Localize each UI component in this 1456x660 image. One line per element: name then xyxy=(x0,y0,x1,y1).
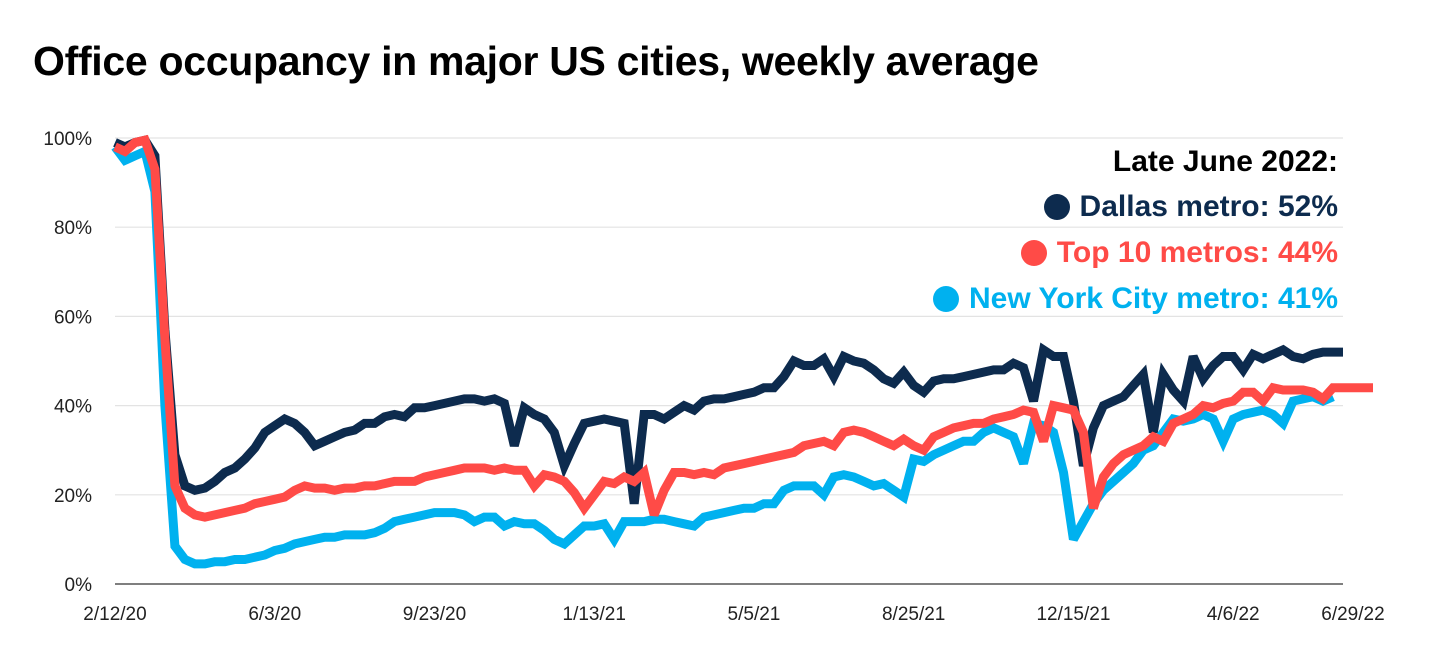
legend-item-top10: Top 10 metros: 44% xyxy=(933,230,1338,276)
y-tick-label: 40% xyxy=(54,397,92,418)
y-tick-label: 0% xyxy=(65,575,93,596)
x-tick-label: 2/12/20 xyxy=(83,604,146,625)
x-tick-label: 12/15/21 xyxy=(1036,604,1110,625)
x-axis-ticks: 2/12/20 6/3/20 9/23/20 1/13/21 5/5/21 8/25/21… xyxy=(83,604,1384,625)
dallas-line xyxy=(113,135,1343,505)
nyc-line xyxy=(111,144,1335,569)
legend-heading: Late June 2022: xyxy=(1112,145,1338,178)
legend-label-top10: Top 10 metros: 44% xyxy=(1056,236,1338,269)
legend-label-dallas: Dallas metro: 52% xyxy=(1079,190,1338,223)
legend-item-nyc: New York City metro: 41% xyxy=(932,276,1338,322)
dallas-dot-icon xyxy=(1043,194,1070,220)
x-tick-label: 8/25/21 xyxy=(882,604,945,625)
legend: Late June 2022: Dallas metro: 52% Top 10… xyxy=(932,140,1338,322)
gridlines xyxy=(115,137,1343,496)
x-tick-label: 9/23/20 xyxy=(403,604,466,625)
legend-label-nyc: New York City metro: 41% xyxy=(968,282,1338,315)
x-tick-label: 1/13/21 xyxy=(563,604,626,625)
series-lines xyxy=(111,134,1373,569)
x-tick-label: 5/5/21 xyxy=(728,604,781,625)
y-axis-ticks: 0% 20% 40% 60% 80% 100% xyxy=(43,129,92,596)
chart-title: Office occupancy in major US cities, wee… xyxy=(33,38,1039,84)
nyc-dot-icon xyxy=(932,286,959,312)
x-tick-label: 4/6/22 xyxy=(1207,604,1260,625)
y-tick-label: 20% xyxy=(54,486,92,507)
legend-item-dallas: Dallas metro: 52% xyxy=(933,184,1338,230)
top10-dot-icon xyxy=(1020,240,1047,266)
x-tick-label: 6/3/20 xyxy=(248,604,301,625)
y-tick-label: 100% xyxy=(43,129,92,150)
y-tick-label: 80% xyxy=(54,218,92,239)
top10-line xyxy=(113,134,1373,522)
y-tick-label: 60% xyxy=(54,307,92,328)
x-tick-label: 6/29/22 xyxy=(1321,604,1384,625)
